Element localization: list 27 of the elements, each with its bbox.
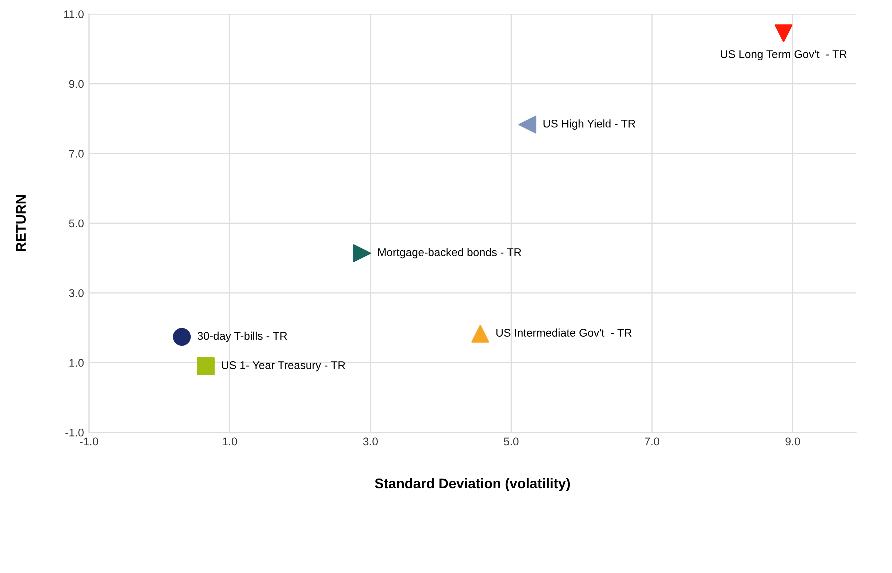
series-label: US High Yield - TR <box>544 120 636 130</box>
x-tick-label: 9.0 <box>786 438 800 446</box>
series-label: US Long Term Gov't - TR <box>721 50 847 61</box>
x-tick-label: 5.0 <box>504 438 519 446</box>
y-axis-title: RETURN <box>16 195 26 252</box>
point <box>353 244 372 262</box>
y-tick-label: -1.0 <box>66 428 84 437</box>
series-label: US Intermediate Gov't - TR <box>496 328 632 337</box>
series-label: US 1- Year Treasury - TR <box>222 362 346 372</box>
x-tick-label: -1.0 <box>80 438 98 446</box>
x-tick-label: 7.0 <box>645 438 660 446</box>
point <box>774 24 793 42</box>
point <box>197 357 215 376</box>
point <box>173 328 192 346</box>
y-tick-label: 9.0 <box>69 80 84 88</box>
point <box>518 116 537 134</box>
y-tick-label: 11.0 <box>64 10 84 18</box>
series-label: Mortgage-backed bonds - TR <box>378 248 522 259</box>
y-tick-label: 1.0 <box>70 359 84 368</box>
point <box>472 325 490 343</box>
y-tick-label: 5.0 <box>69 220 84 228</box>
y-tick-label: 7.0 <box>69 150 84 158</box>
x-tick-label: 3.0 <box>363 438 378 446</box>
x-tick-label: 1.0 <box>223 438 238 446</box>
y-tick-label: 3.0 <box>69 289 84 298</box>
x-axis-title: Standard Deviation (volatility) <box>375 478 570 492</box>
series-label: 30-day T-bills - TR <box>198 332 288 342</box>
